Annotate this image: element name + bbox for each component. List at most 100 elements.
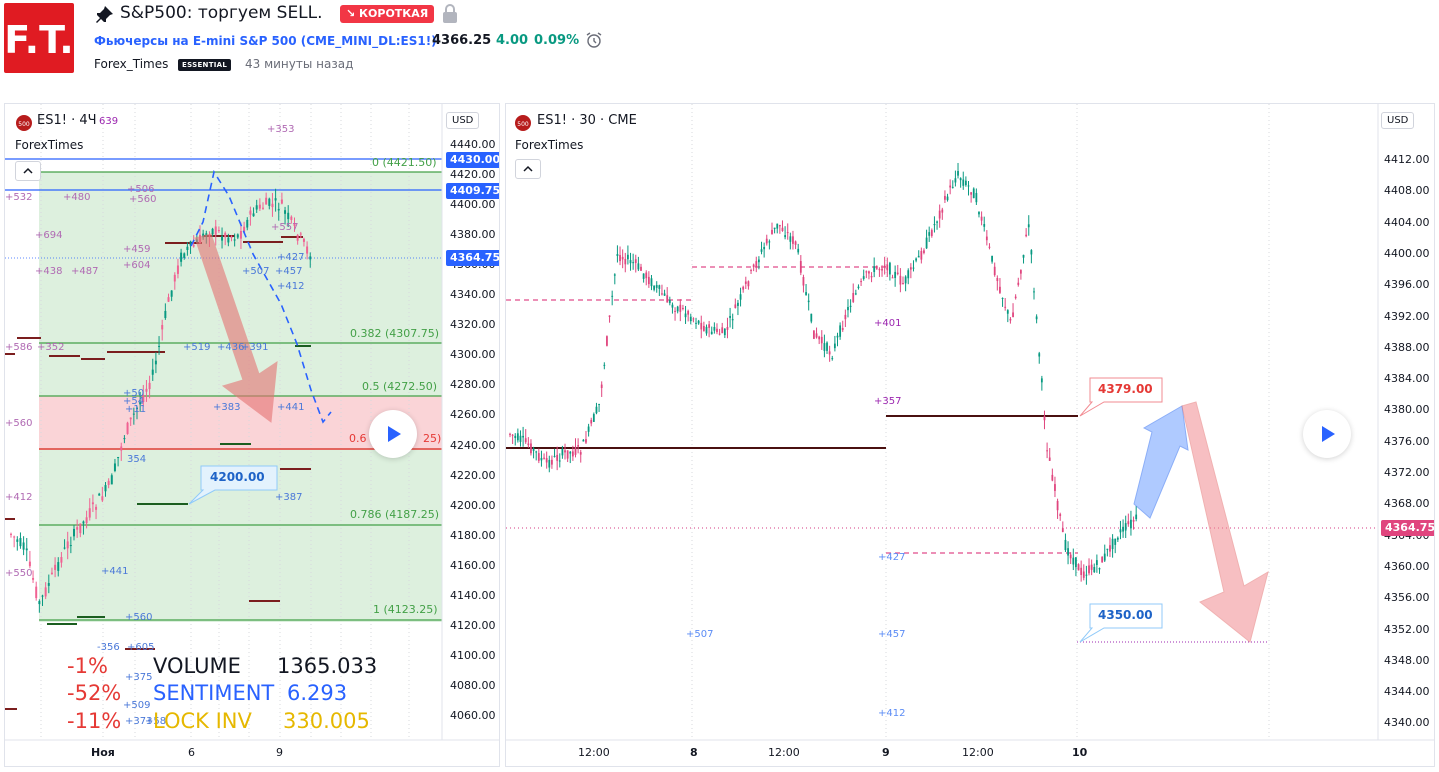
candle-body <box>252 213 255 217</box>
candle-body <box>868 271 870 274</box>
candle-body <box>1088 565 1090 574</box>
chart-4h-panel[interactable]: 500 ES1! · 4Ч 639 ForexTimes USD 4440.00… <box>4 103 500 767</box>
candle-body <box>1056 500 1059 511</box>
annotation-357: +357 <box>874 396 902 407</box>
candle-body <box>972 188 975 199</box>
candle-body <box>164 310 167 319</box>
y-tick: 4344.00 <box>1384 685 1430 699</box>
candle-body <box>239 231 242 239</box>
candle-body <box>823 343 826 351</box>
annotation-purple: +487 <box>71 266 99 277</box>
candle-body <box>684 313 687 318</box>
chart-4h-symbol[interactable]: ES1! · 4Ч <box>37 113 97 128</box>
candle-body <box>82 521 85 524</box>
candle-body <box>287 212 290 220</box>
candle-body <box>729 315 731 318</box>
candle-body <box>902 282 904 284</box>
y-tick: 4392.00 <box>1384 309 1430 323</box>
candle-body <box>1082 571 1085 578</box>
candle-body <box>535 451 538 453</box>
candle-body <box>786 232 789 234</box>
candle-body <box>95 506 98 510</box>
chart-30m-panel[interactable]: 500 ES1! · 30 · CME ForexTimes USD 4412.… <box>505 103 1435 767</box>
candle-body <box>66 541 69 549</box>
candle-body <box>139 402 142 405</box>
currency-selector-right[interactable]: USD <box>1381 112 1415 129</box>
y-tick: 4340.00 <box>450 288 496 302</box>
candle-body <box>716 328 718 333</box>
candle-body <box>180 252 183 262</box>
candle-body <box>1059 514 1062 516</box>
symbol-link[interactable]: Фьючерсы на E-mini S&P 500 (CME_MINI_DL:… <box>94 34 437 48</box>
candle-body <box>988 246 991 248</box>
candle-body <box>624 258 627 265</box>
author-name[interactable]: Forex_Times <box>94 57 169 71</box>
candle-body <box>57 562 60 571</box>
candle-body <box>85 517 88 524</box>
candle-body <box>889 262 891 275</box>
candle-body <box>907 270 910 279</box>
candle-body <box>1051 474 1054 481</box>
chart-30m-canvas[interactable] <box>506 104 1435 767</box>
candle-body <box>1093 567 1096 573</box>
candle-body <box>708 324 711 328</box>
candle-body <box>221 236 224 241</box>
candle-body <box>928 232 931 236</box>
candle-body <box>309 256 312 260</box>
candle-body <box>697 320 700 324</box>
candle-body <box>32 577 35 580</box>
candle-body <box>878 269 881 271</box>
y-tick: 4440.00 <box>450 138 496 151</box>
essential-badge: ESSENTIAL <box>178 59 232 71</box>
symbol-badge-icon: 500 <box>15 114 33 135</box>
candle-body <box>35 586 38 599</box>
annotation-blue: +457 <box>275 266 303 277</box>
candle-body <box>113 463 116 471</box>
y-tick: 4376.00 <box>1384 434 1430 448</box>
candle-body <box>91 502 94 505</box>
candle-body <box>19 538 22 547</box>
candle-body <box>585 439 587 443</box>
x-tick-nov: Ноя <box>91 746 115 759</box>
candle-body <box>758 259 760 263</box>
collapse-button-left[interactable] <box>15 161 41 181</box>
candle-body <box>891 277 894 279</box>
forextimes-logo[interactable]: F.T. <box>4 3 74 73</box>
candle-body <box>847 306 849 311</box>
candle-body <box>293 223 296 226</box>
candle-body <box>771 229 773 235</box>
post-header: F.T. S&P500: торгуем SELL. ↘ КОРОТКАЯ Фь… <box>0 0 1439 96</box>
candle-body <box>38 601 41 605</box>
chart-4h-canvas[interactable] <box>5 104 500 767</box>
stat-volume-label: VOLUME <box>153 654 241 678</box>
down-arrow-shape-right <box>1181 401 1269 643</box>
play-button-right[interactable] <box>1303 410 1351 458</box>
candle-body <box>540 457 543 461</box>
candle-body <box>1130 519 1132 529</box>
logo-text: F.T. <box>4 18 73 62</box>
candle-body <box>1077 564 1080 571</box>
candle-body <box>249 210 252 215</box>
candle-body <box>1095 560 1098 565</box>
candle-body <box>522 435 524 438</box>
candle-body <box>132 413 135 415</box>
price-tag-last: 4364.75 <box>446 250 499 266</box>
pin-icon <box>96 6 113 23</box>
candle-body <box>564 450 566 453</box>
chart-30m-symbol[interactable]: ES1! · 30 · CME <box>537 113 637 128</box>
candle-body <box>849 305 852 307</box>
stat-lockinv-value: 330.005 <box>283 709 370 733</box>
currency-selector-left[interactable]: USD <box>446 112 480 129</box>
candle-body <box>1090 564 1093 570</box>
candle-body <box>577 445 580 447</box>
collapse-button-right[interactable] <box>515 159 541 179</box>
candle-body <box>768 241 771 243</box>
annotation-purple: +557 <box>271 222 299 233</box>
play-button-left[interactable] <box>369 410 417 458</box>
play-icon <box>388 426 401 442</box>
candle-body <box>211 228 214 235</box>
candle-body <box>587 426 590 432</box>
candle-body <box>734 304 737 308</box>
annotation-purple: +352 <box>37 342 65 353</box>
x-tick: 10 <box>1072 746 1088 759</box>
